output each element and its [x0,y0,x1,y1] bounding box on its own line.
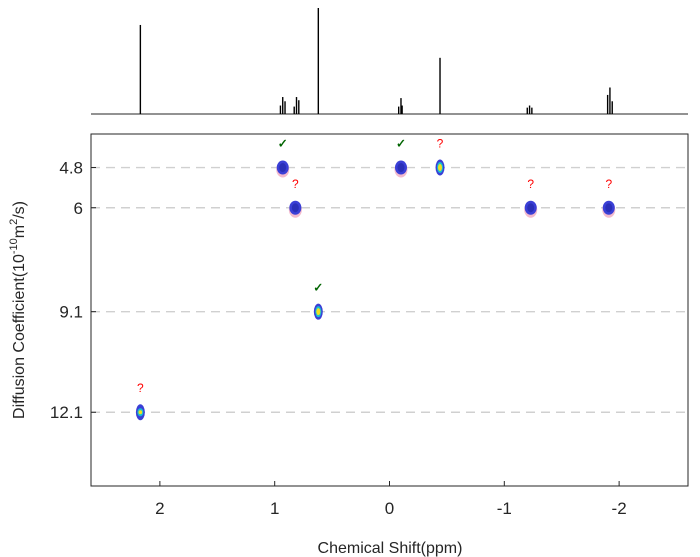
question-mark: ? [527,177,534,191]
y-tick-label: 4.8 [59,159,83,178]
data-points: ? ✓? ✓ ✓??? [135,137,616,421]
question-mark: ? [437,137,444,151]
data-point: ? [435,137,445,176]
y-axis-label-exp2: 2 [8,219,20,225]
y-axis-label-exp1: -10 [8,238,20,254]
point-core [605,203,613,213]
x-axis-ticks: 2 1 0 -1 -2 [155,481,627,518]
y-axis-label-base: Diffusion Coefficient(10 [11,254,28,419]
point-core [279,163,287,173]
data-point: ? [602,177,616,218]
point-core [527,203,535,213]
y-axis-label-end: /s) [11,201,28,219]
y-tick-label: 12.1 [50,403,83,422]
y-axis-label: Diffusion Coefficient(10-10m2/s) [8,201,28,419]
data-point: ? [288,177,302,218]
question-mark: ? [137,381,144,395]
question-mark: ? [605,177,612,191]
x-tick-label: 0 [385,499,394,518]
x-tick-label: 2 [155,499,164,518]
data-point: ? [135,381,145,421]
y-tick-label: 6 [74,199,83,218]
spectrum-peaks [139,8,613,114]
check-mark: ✓ [313,281,323,295]
point-core [397,163,405,173]
x-tick-label: 1 [270,499,279,518]
check-mark: ✓ [396,137,406,151]
y-tick-label: 9.1 [59,303,83,322]
point-core [438,164,443,172]
data-point: ✓ [276,137,290,178]
point-core [291,203,299,213]
data-point: ✓ [394,137,408,178]
x-tick-label: -1 [497,499,512,518]
point-core [138,410,143,415]
data-point: ✓ [313,281,323,320]
data-point: ? [524,177,538,218]
plot-panel: 2 1 0 -1 -2 4.8 6 9.1 12.1 ? ✓? ✓ ✓??? [50,133,689,518]
check-mark: ✓ [278,137,288,151]
point-core [316,308,321,316]
x-tick-label: -2 [612,499,627,518]
y-axis-label-mid: m [11,225,28,238]
plot-frame [90,133,689,487]
x-axis-label: Chemical Shift(ppm) [318,540,463,557]
question-mark: ? [292,177,299,191]
y-axis-ticks: 4.8 6 9.1 12.1 [50,159,96,422]
spectrum-panel [91,8,688,115]
grid-lines [91,166,688,413]
